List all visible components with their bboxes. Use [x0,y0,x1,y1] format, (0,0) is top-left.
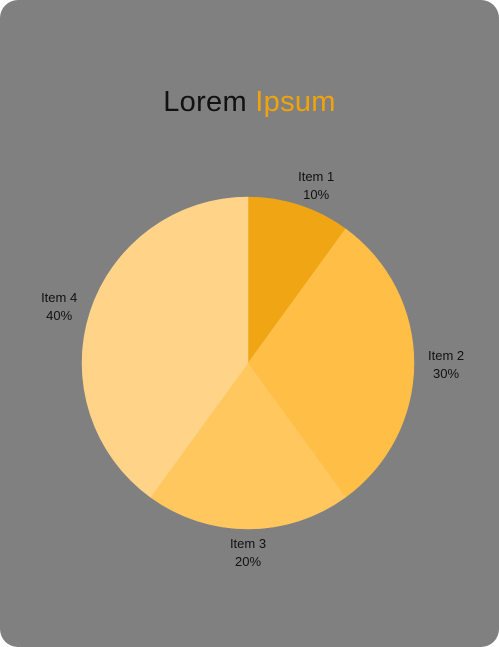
pie-slice-item-4 [81,196,249,498]
pie-label-name-item-4: Item 4 [41,290,77,305]
pie-label-value-item-2: 30% [433,366,459,381]
pie-label-name-item-3: Item 3 [230,536,266,551]
pie-slice-item-1 [247,196,346,364]
chart-title-primary: Lorem [163,86,247,118]
chart-title-accent: Ipsum [255,86,336,118]
pie-label-name-item-1: Item 1 [298,169,334,184]
pie-slice-item-3 [150,362,346,530]
pie-label-value-item-3: 20% [235,554,261,569]
pie-slices [81,196,415,530]
pie-slice-item-2 [247,228,415,498]
chart-title: Lorem Ipsum [0,84,499,120]
pie-labels: Item 1 10% Item 2 30% Item 3 20% Item 4 40% [41,169,464,569]
pie-label-value-item-1: 10% [303,187,329,202]
pie-label-value-item-4: 40% [46,308,72,323]
pie-label-name-item-2: Item 2 [428,348,464,363]
